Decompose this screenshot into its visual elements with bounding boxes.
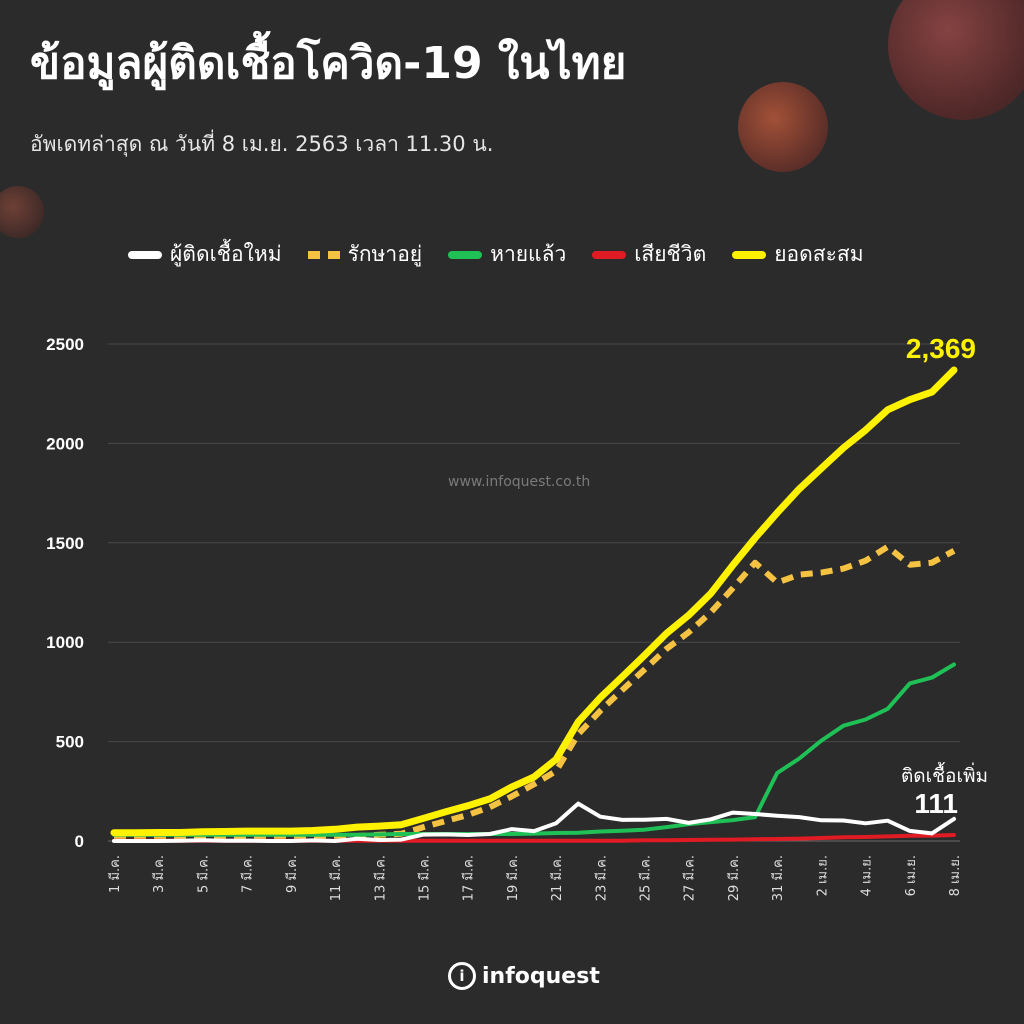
infoquest-logo: i infoquest [448,962,600,990]
x-tick-label: 25 มี.ค. [638,855,654,901]
new-cases-value-label: 111 [914,788,958,819]
x-tick-label: 7 มี.ค. [240,855,256,893]
virus-illustration-medium [738,82,828,172]
update-subtitle: อัพเดทล่าสุด ณ วันที่ 8 เม.ย. 2563 เวลา … [30,132,494,156]
x-tick-label: 1 มี.ค. [107,855,123,893]
legend-item-deaths: เสียชีวิต [592,238,706,271]
legend-label-cumulative: ยอดสะสม [774,242,864,266]
x-tick-label: 29 มี.ค. [726,855,742,901]
legend-item-recovered: หายแล้ว [448,238,566,271]
virus-illustration-small [0,186,44,238]
x-tick-label: 2 เม.ย. [815,855,830,896]
logo-mark-icon: i [448,962,476,990]
x-tick-label: 8 เม.ย. [948,855,963,896]
y-tick-label: 1000 [46,633,84,652]
legend-swatch-recovered [448,250,483,259]
legend-item-new-cases: ผู้ติดเชื้อใหม่ [128,238,282,271]
legend-swatch-deaths [592,250,627,259]
x-tick-label: 6 เม.ย. [904,855,919,896]
series-line-active [114,543,956,842]
y-tick-label: 2000 [46,434,84,453]
series-line-recovered [112,662,956,837]
legend-label-active: รักษาอยู่ [347,242,423,266]
legend-swatch-new-cases [128,250,162,259]
y-tick-label: 0 [75,832,84,851]
x-tick-label: 3 มี.ค. [151,855,167,893]
y-tick-label: 1500 [46,534,84,553]
y-tick-label: 500 [56,733,84,752]
x-tick-label: 5 มี.ค. [195,855,211,893]
x-tick-label: 11 มี.ค. [328,855,344,901]
page-title: ข้อมูลผู้ติดเชื้อโควิด-19 ในไทย [30,38,627,89]
new-cases-caption: ติดเชื้อเพิ่ม [901,762,988,787]
x-tick-label: 23 มี.ค. [593,855,609,901]
x-tick-label: 4 เม.ย. [860,855,875,896]
x-tick-label: 21 มี.ค. [549,855,565,901]
legend-item-active: รักษาอยู่ [307,238,423,271]
x-tick-label: 31 มี.ค. [770,855,786,901]
watermark: www.infoquest.co.th [448,474,591,490]
series-line-cumulative [110,366,958,837]
legend-label-deaths: เสียชีวิต [634,242,707,266]
legend-label-new-cases: ผู้ติดเชื้อใหม่ [170,242,282,266]
x-tick-label: 17 มี.ค. [461,855,477,901]
legend-label-recovered: หายแล้ว [490,242,567,266]
x-tick-label: 19 มี.ค. [505,855,521,901]
x-tick-label: 15 มี.ค. [416,855,432,901]
x-tick-label: 13 มี.ค. [372,855,388,901]
legend-swatch-active [307,250,340,259]
legend-swatch-cumulative [732,250,767,259]
legend-item-cumulative: ยอดสะสม [732,238,864,271]
x-tick-label: 27 มี.ค. [682,855,698,901]
x-tick-label: 9 มี.ค. [284,855,300,893]
series-line-new_cases [112,801,956,843]
chart-legend: ผู้ติดเชื้อใหม่ รักษาอยู่ หายแล้ว เสียชี… [128,238,864,271]
y-tick-label: 2500 [46,335,84,354]
logo-text: infoquest [482,963,600,989]
cumulative-value-label: 2,369 [906,333,976,364]
